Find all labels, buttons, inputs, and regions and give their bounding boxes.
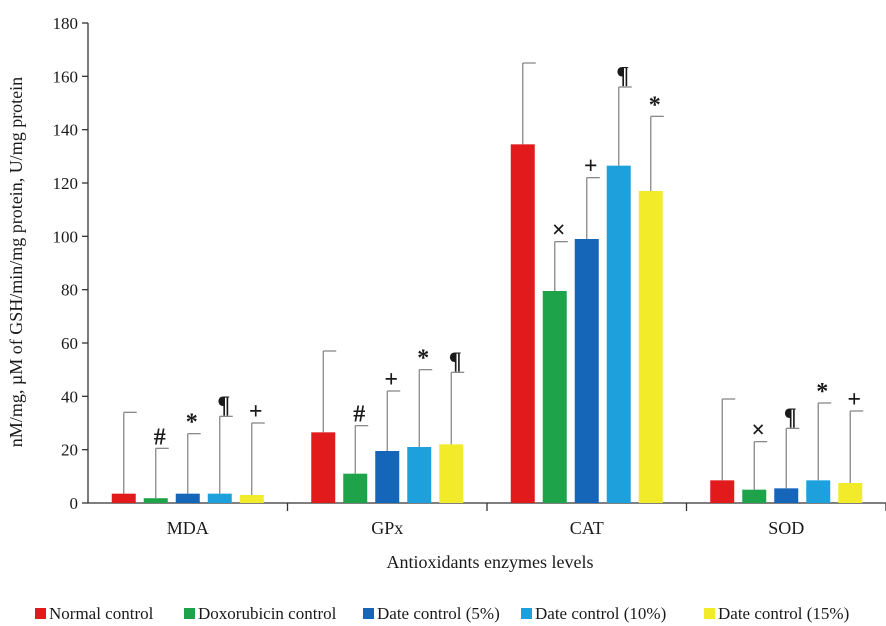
significance-marker: ¶ xyxy=(449,348,462,374)
y-tick-label: 0 xyxy=(70,494,79,513)
bar xyxy=(574,239,599,503)
bar xyxy=(710,480,735,503)
error-bars xyxy=(123,62,864,499)
bar xyxy=(239,495,264,503)
bar xyxy=(407,447,432,503)
legend-label: Date control (15%) xyxy=(718,604,849,623)
bar xyxy=(806,480,831,503)
legend-label: Date control (10%) xyxy=(535,604,666,623)
legend-swatch xyxy=(521,608,532,619)
y-tick-label: 140 xyxy=(53,121,79,140)
significance-marker: * xyxy=(417,346,429,372)
significance-marker: * xyxy=(816,379,828,405)
bar xyxy=(774,488,799,503)
y-tick-label: 60 xyxy=(61,334,78,353)
legend-swatch xyxy=(184,608,195,619)
bar xyxy=(343,473,368,503)
bars xyxy=(111,144,863,504)
bar xyxy=(311,432,336,503)
y-tick-label: 20 xyxy=(61,441,78,460)
y-tick-label: 160 xyxy=(53,67,79,86)
significance-marker: + xyxy=(847,387,861,413)
x-tick-label: GPx xyxy=(371,518,403,538)
significance-marker: # xyxy=(154,424,166,450)
y-axis-title: nM/mg, µM of GSH/min/mg protein, U/mg pr… xyxy=(6,77,26,447)
legend-swatch xyxy=(35,608,46,619)
significance-marker: + xyxy=(584,154,598,180)
x-tick-label: CAT xyxy=(570,518,604,538)
bar xyxy=(439,444,464,503)
bar xyxy=(175,493,200,503)
x-tick-label: SOD xyxy=(768,518,804,538)
bar xyxy=(143,498,168,503)
x-axis-title: Antioxidants enzymes levels xyxy=(387,552,594,572)
significance-marker: ¶ xyxy=(217,392,230,418)
significance-marker: × xyxy=(552,218,566,244)
significance-marker: + xyxy=(249,399,263,425)
legend-swatch xyxy=(704,608,715,619)
bar xyxy=(207,493,232,503)
significance-marker: ¶ xyxy=(784,404,797,430)
significance-marker: * xyxy=(186,410,198,436)
significance-marker: × xyxy=(751,418,765,444)
legend-swatch xyxy=(363,608,374,619)
bar xyxy=(542,291,567,503)
significance-marker: + xyxy=(384,367,398,393)
legend: Normal control Doxorubicin control Date co… xyxy=(35,604,849,623)
bar xyxy=(838,483,863,503)
significance-marker: * xyxy=(649,92,661,118)
bar xyxy=(375,451,400,503)
significance-markers: # * ¶ + # + * ¶ × + ¶ * × ¶ * + xyxy=(154,63,861,450)
y-tick-label: 40 xyxy=(61,387,78,406)
y-axis: 0 20 40 60 80 100 120 140 160 180 xyxy=(53,14,89,513)
bar xyxy=(638,191,663,503)
x-axis: MDA GPx CAT SOD xyxy=(88,502,886,538)
bar xyxy=(742,489,767,503)
bar xyxy=(111,493,136,503)
significance-marker: # xyxy=(353,402,365,428)
significance-marker: ¶ xyxy=(616,63,629,89)
legend-label: Normal control xyxy=(49,604,154,623)
y-tick-label: 100 xyxy=(53,227,79,246)
x-tick-label: MDA xyxy=(167,518,209,538)
bar xyxy=(606,165,631,503)
y-tick-label: 120 xyxy=(53,174,79,193)
bar xyxy=(510,144,535,504)
y-tick-label: 80 xyxy=(61,281,78,300)
legend-label: Doxorubicin control xyxy=(198,604,337,623)
y-tick-label: 180 xyxy=(53,14,79,33)
legend-label: Date control (5%) xyxy=(377,604,500,623)
